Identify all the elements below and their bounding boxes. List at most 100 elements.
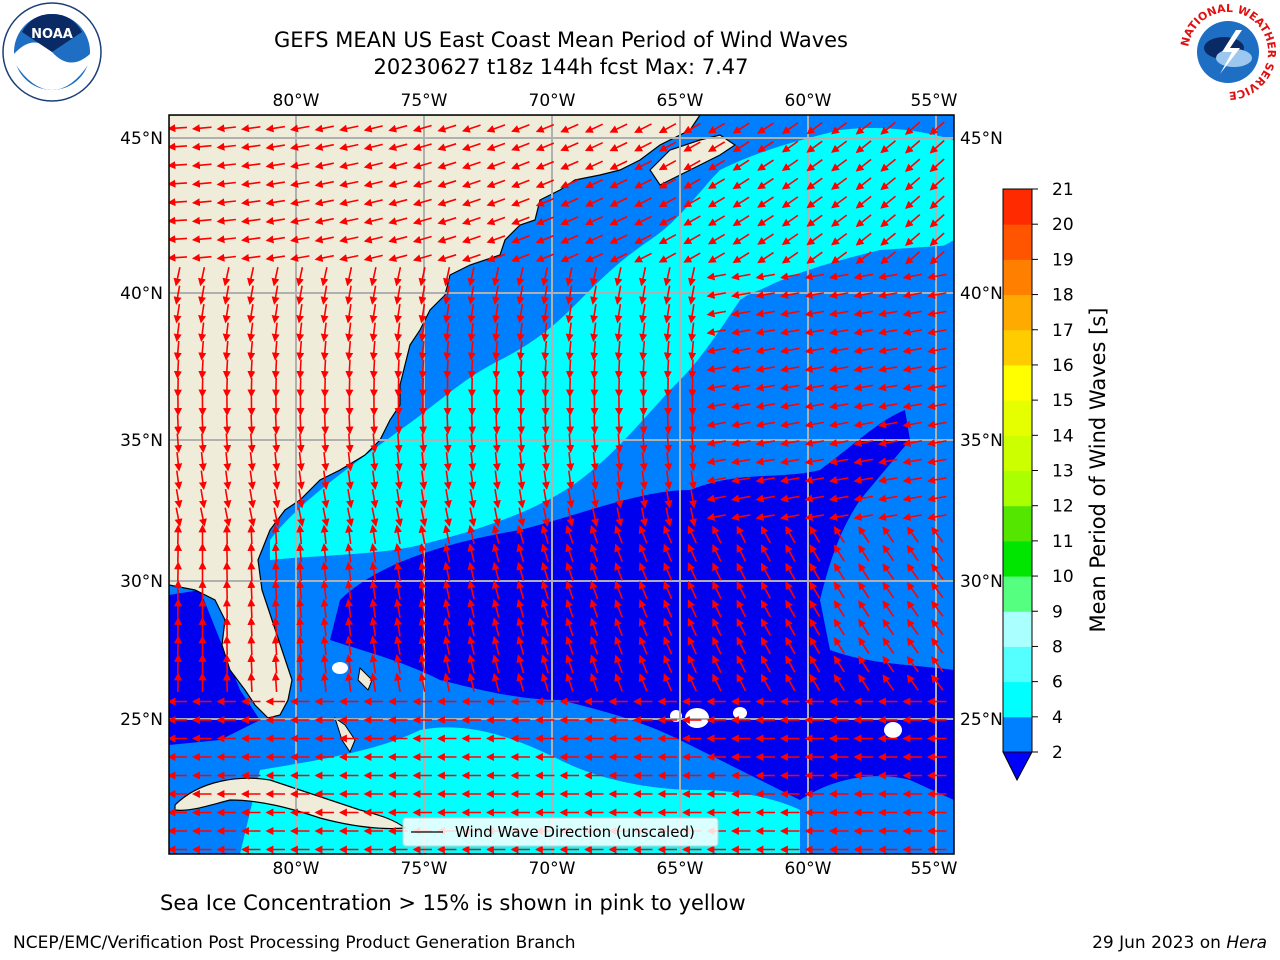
wave-direction-arrow — [394, 580, 402, 600]
wave-direction-arrow — [290, 143, 310, 151]
wave-direction-arrow — [516, 303, 525, 324]
wave-direction-arrow — [516, 340, 525, 361]
wave-direction-arrow — [736, 581, 747, 599]
wave-direction-arrow — [216, 216, 236, 225]
wave-direction-arrow — [461, 142, 481, 152]
wave-direction-arrow — [853, 365, 874, 373]
wave-direction-arrow — [609, 215, 628, 226]
wave-direction-arrow — [272, 452, 281, 472]
wave-direction-arrow — [683, 252, 701, 263]
wave-direction-arrow — [880, 121, 897, 135]
wave-direction-arrow — [443, 598, 451, 618]
wave-direction-arrow — [418, 543, 427, 563]
wave-direction-arrow — [265, 124, 286, 133]
wave-direction-arrow — [806, 251, 823, 264]
wave-direction-arrow — [855, 158, 872, 172]
wave-direction-arrow — [687, 636, 698, 655]
wave-direction-arrow — [363, 143, 383, 151]
wave-direction-arrow — [418, 561, 427, 581]
wave-direction-arrow — [638, 543, 648, 563]
wave-direction-arrow — [443, 303, 452, 324]
wave-direction-arrow — [394, 524, 402, 545]
wave-direction-arrow — [492, 488, 501, 509]
wave-direction-arrow — [902, 365, 923, 373]
wave-direction-arrow — [929, 250, 945, 265]
wave-direction-arrow — [419, 507, 428, 527]
wave-direction-arrow — [370, 433, 379, 454]
wave-direction-arrow — [904, 121, 921, 135]
wave-direction-arrow — [388, 254, 408, 263]
wave-direction-arrow — [346, 507, 354, 527]
wave-direction-arrow — [418, 267, 427, 287]
wave-direction-arrow — [804, 439, 825, 447]
wave-direction-arrow — [241, 198, 261, 207]
wave-direction-arrow — [412, 235, 432, 244]
wave-direction-arrow — [929, 139, 945, 154]
colorbar-segment — [1003, 189, 1032, 225]
wave-direction-arrow — [760, 525, 772, 544]
lat-label-left: 35°N — [120, 431, 163, 451]
wave-direction-arrow — [584, 178, 604, 189]
wave-direction-arrow — [855, 121, 872, 135]
wave-direction-arrow — [369, 635, 378, 656]
colorbar-tick-label: 21 — [1052, 180, 1074, 200]
wave-direction-arrow — [927, 328, 947, 336]
wave-direction-arrow — [516, 598, 525, 618]
wave-direction-arrow — [706, 328, 727, 336]
wave-direction-arrow — [516, 322, 525, 342]
wave-direction-arrow — [271, 322, 280, 342]
wave-direction-arrow — [687, 525, 698, 544]
wave-direction-arrow — [614, 562, 623, 581]
wave-direction-arrow — [831, 195, 848, 209]
wave-direction-arrow — [419, 470, 428, 490]
wave-direction-arrow — [707, 252, 726, 263]
wave-direction-arrow — [706, 346, 727, 355]
wave-direction-arrow — [731, 328, 751, 336]
wave-direction-arrow — [927, 457, 947, 466]
wave-direction-arrow — [467, 561, 476, 581]
wave-direction-arrow — [829, 420, 849, 429]
wave-direction-arrow — [345, 524, 354, 545]
wave-direction-arrow — [444, 507, 452, 527]
wave-direction-arrow — [833, 563, 845, 581]
wave-direction-arrow — [931, 563, 944, 580]
wave-direction-arrow — [688, 452, 697, 472]
wave-direction-arrow — [320, 524, 329, 544]
wave-direction-arrow — [707, 178, 726, 189]
wave-direction-arrow — [467, 654, 476, 674]
wave-direction-arrow — [687, 543, 698, 563]
wave-direction-arrow — [829, 457, 849, 466]
wave-direction-arrow — [388, 198, 408, 207]
wave-direction-arrow — [443, 433, 452, 454]
wave-direction-arrow — [290, 180, 310, 188]
wave-direction-arrow — [437, 124, 457, 133]
wave-direction-arrow — [314, 198, 334, 207]
wave-direction-arrow — [467, 322, 476, 342]
wave-direction-arrow — [658, 233, 677, 245]
wave-direction-arrow — [247, 579, 256, 600]
wave-direction-arrow — [541, 303, 550, 324]
wave-direction-arrow — [345, 340, 354, 361]
wave-direction-arrow — [732, 159, 750, 171]
wave-direction-arrow — [394, 267, 402, 287]
wave-direction-arrow — [461, 124, 481, 133]
wave-direction-arrow — [780, 439, 800, 447]
wave-direction-arrow — [296, 433, 305, 454]
wave-direction-arrow — [687, 562, 698, 581]
wave-direction-arrow — [927, 476, 947, 484]
wave-direction-arrow — [755, 272, 776, 281]
colorbar-tick-label: 11 — [1052, 532, 1074, 552]
wave-direction-arrow — [296, 598, 305, 619]
wave-direction-arrow — [468, 433, 477, 454]
wave-direction-arrow — [198, 359, 207, 380]
wave-direction-arrow — [829, 365, 849, 373]
wave-direction-arrow — [878, 476, 898, 484]
wave-direction-arrow — [516, 635, 525, 655]
wave-direction-arrow — [191, 179, 212, 188]
wave-direction-arrow — [902, 476, 923, 484]
wave-direction-arrow — [517, 414, 526, 435]
wave-direction-arrow — [829, 439, 849, 447]
wave-direction-arrow — [467, 267, 476, 287]
colorbar-tick-label: 15 — [1052, 391, 1074, 411]
wave-direction-arrow — [706, 420, 727, 429]
